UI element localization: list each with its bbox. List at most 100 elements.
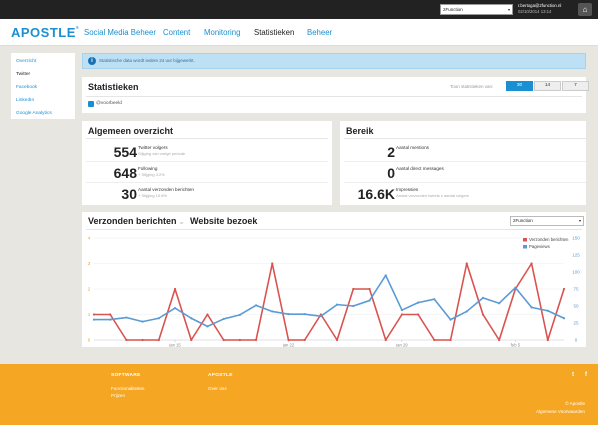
- home-button[interactable]: ⌂: [578, 3, 592, 16]
- info-banner: i Statistische data wordt iedere 24 uur …: [82, 53, 586, 69]
- metric-label: Twitter volgers: [138, 145, 168, 150]
- metric-label: Impressies: [396, 187, 419, 192]
- data-point: [190, 338, 193, 342]
- y-left-tick-label: 2: [88, 287, 91, 292]
- divider: [86, 182, 328, 183]
- metric-value: 2: [387, 144, 395, 160]
- metric-impressions: 16.6K Impressies Aantal verzonden tweets…: [340, 184, 586, 204]
- metric-sub: + Stijging 15.6%: [138, 193, 168, 198]
- sidebar-item-google-analytics[interactable]: Google Analytics: [16, 111, 52, 116]
- sidebar: Overzicht Twitter Facebook LinkedIn Goog…: [11, 53, 75, 119]
- footer: SOFTWARE Functionaliteiten Prijzen APOST…: [0, 364, 598, 425]
- data-point: [254, 304, 258, 307]
- data-point: [190, 317, 193, 320]
- nav-content[interactable]: Content: [163, 28, 191, 37]
- chevron-down-icon: ▾: [507, 7, 510, 12]
- data-point: [433, 338, 436, 342]
- tab-sent-messages[interactable]: Verzonden berichten: [88, 216, 177, 226]
- logo[interactable]: APOSTLE®: [11, 25, 80, 40]
- metric-following: 648 Following + Stijging 3.2%: [82, 163, 332, 183]
- overview-panel: Algemeen overzicht 554 Twitter volgers S…: [82, 121, 332, 205]
- data-point: [530, 306, 533, 309]
- data-point: [141, 338, 144, 342]
- footer-link-over-ons[interactable]: Over ons: [208, 386, 227, 391]
- footer-terms-link[interactable]: Algemene Voorwaarden: [535, 409, 585, 414]
- data-point: [303, 313, 306, 316]
- y-right-tick-label: 75: [573, 287, 579, 292]
- facebook-icon[interactable]: f: [585, 372, 587, 378]
- series-line-sent-messages: [94, 262, 565, 341]
- divider: [86, 96, 582, 97]
- data-point: [206, 313, 209, 316]
- sidebar-item-facebook[interactable]: Facebook: [16, 85, 38, 90]
- data-point: [465, 262, 468, 265]
- footer-copyright: © Apostle: [565, 401, 585, 406]
- metric-value: 30: [121, 186, 137, 202]
- account-select[interactable]: 2Function ▾: [440, 4, 513, 15]
- y-left-tick-label: 0: [88, 338, 91, 343]
- legend-label: Pageviews: [529, 244, 550, 249]
- data-point: [433, 298, 436, 301]
- page-title: Statistieken: [88, 82, 139, 92]
- period-14-button[interactable]: 14: [534, 81, 561, 91]
- data-point: [352, 287, 355, 291]
- nav-beheer[interactable]: Beheer: [307, 28, 333, 37]
- data-point: [368, 299, 371, 302]
- chevron-down-icon: ▾: [578, 218, 581, 223]
- nav-statistieken[interactable]: Statistieken: [254, 28, 295, 37]
- data-point: [498, 338, 501, 342]
- nav-social-media-beheer[interactable]: Social Media Beheer: [84, 28, 156, 37]
- sidebar-item-twitter[interactable]: Twitter: [16, 72, 31, 77]
- y-right-tick-label: 0: [575, 338, 578, 343]
- metric-mentions: 2 Aantal mentions: [340, 142, 586, 162]
- data-point: [498, 302, 501, 305]
- metric-label: Following: [138, 166, 158, 171]
- twitter-handle: @voorbeeld: [96, 101, 122, 106]
- period-label: Toon statistieken van:: [450, 84, 494, 89]
- home-icon: ⌂: [582, 5, 588, 14]
- metric-value: 0: [387, 165, 395, 181]
- metric-sub: + Stijging 3.2%: [138, 172, 165, 177]
- y-right-tick-label: 125: [572, 253, 580, 258]
- data-point: [157, 317, 160, 320]
- twitter-icon[interactable]: t: [572, 372, 574, 378]
- user-date: 02/10/2014 13:14: [518, 8, 552, 14]
- data-point: [109, 318, 112, 321]
- footer-link-prijzen[interactable]: Prijzen: [111, 393, 126, 398]
- data-point: [514, 286, 517, 289]
- legend-swatch: [523, 238, 527, 242]
- legend-swatch: [523, 245, 527, 249]
- data-point: [173, 306, 177, 310]
- y-left-tick-label: 3: [88, 261, 91, 266]
- chart-account-select[interactable]: 2Function ▾: [510, 216, 584, 226]
- y-right-tick-label: 25: [573, 321, 579, 326]
- data-point: [271, 310, 274, 313]
- metric-label: Aantal direct messages: [396, 166, 444, 171]
- reach-panel: Bereik 2 Aantal mentions 0 Aantal direct…: [340, 121, 586, 205]
- data-point: [368, 287, 371, 291]
- metric-followers: 554 Twitter volgers Stijging van vorige …: [82, 142, 332, 162]
- reach-title: Bereik: [346, 126, 374, 136]
- data-point: [481, 296, 485, 299]
- footer-link-functionaliteiten[interactable]: Functionaliteiten: [111, 386, 145, 391]
- data-point: [238, 313, 241, 316]
- data-point: [400, 313, 404, 316]
- data-point: [157, 338, 160, 342]
- nav-monitoring[interactable]: Monitoring: [204, 28, 241, 37]
- metric-value: 648: [113, 165, 137, 181]
- metric-sub: Stijging van vorige periode: [138, 151, 186, 156]
- sidebar-item-linkedin[interactable]: LinkedIn: [16, 98, 35, 103]
- data-point: [303, 338, 306, 342]
- x-tick-label: feb 5: [511, 343, 521, 348]
- data-point: [92, 318, 96, 321]
- period-7-button[interactable]: 7: [562, 81, 589, 91]
- data-point: [465, 310, 468, 313]
- period-30-button[interactable]: 30: [506, 81, 533, 91]
- main-nav: APOSTLE® Social Media Beheer Content Mon…: [0, 19, 598, 46]
- data-point: [271, 262, 274, 265]
- sidebar-item-overzicht[interactable]: Overzicht: [16, 59, 37, 64]
- line-chart: 0 1 2 3 4 0 25 50 75 100 125 150 jan 15 jan 22 jan 29 f…: [88, 236, 581, 348]
- tab-website-visits[interactable]: Website bezoek: [190, 216, 258, 226]
- data-point: [319, 315, 322, 318]
- account-select-value: 2Function: [443, 7, 463, 12]
